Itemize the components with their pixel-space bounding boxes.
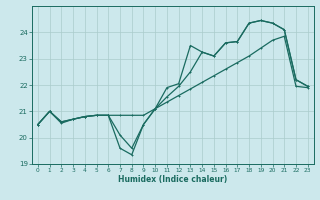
X-axis label: Humidex (Indice chaleur): Humidex (Indice chaleur) <box>118 175 228 184</box>
